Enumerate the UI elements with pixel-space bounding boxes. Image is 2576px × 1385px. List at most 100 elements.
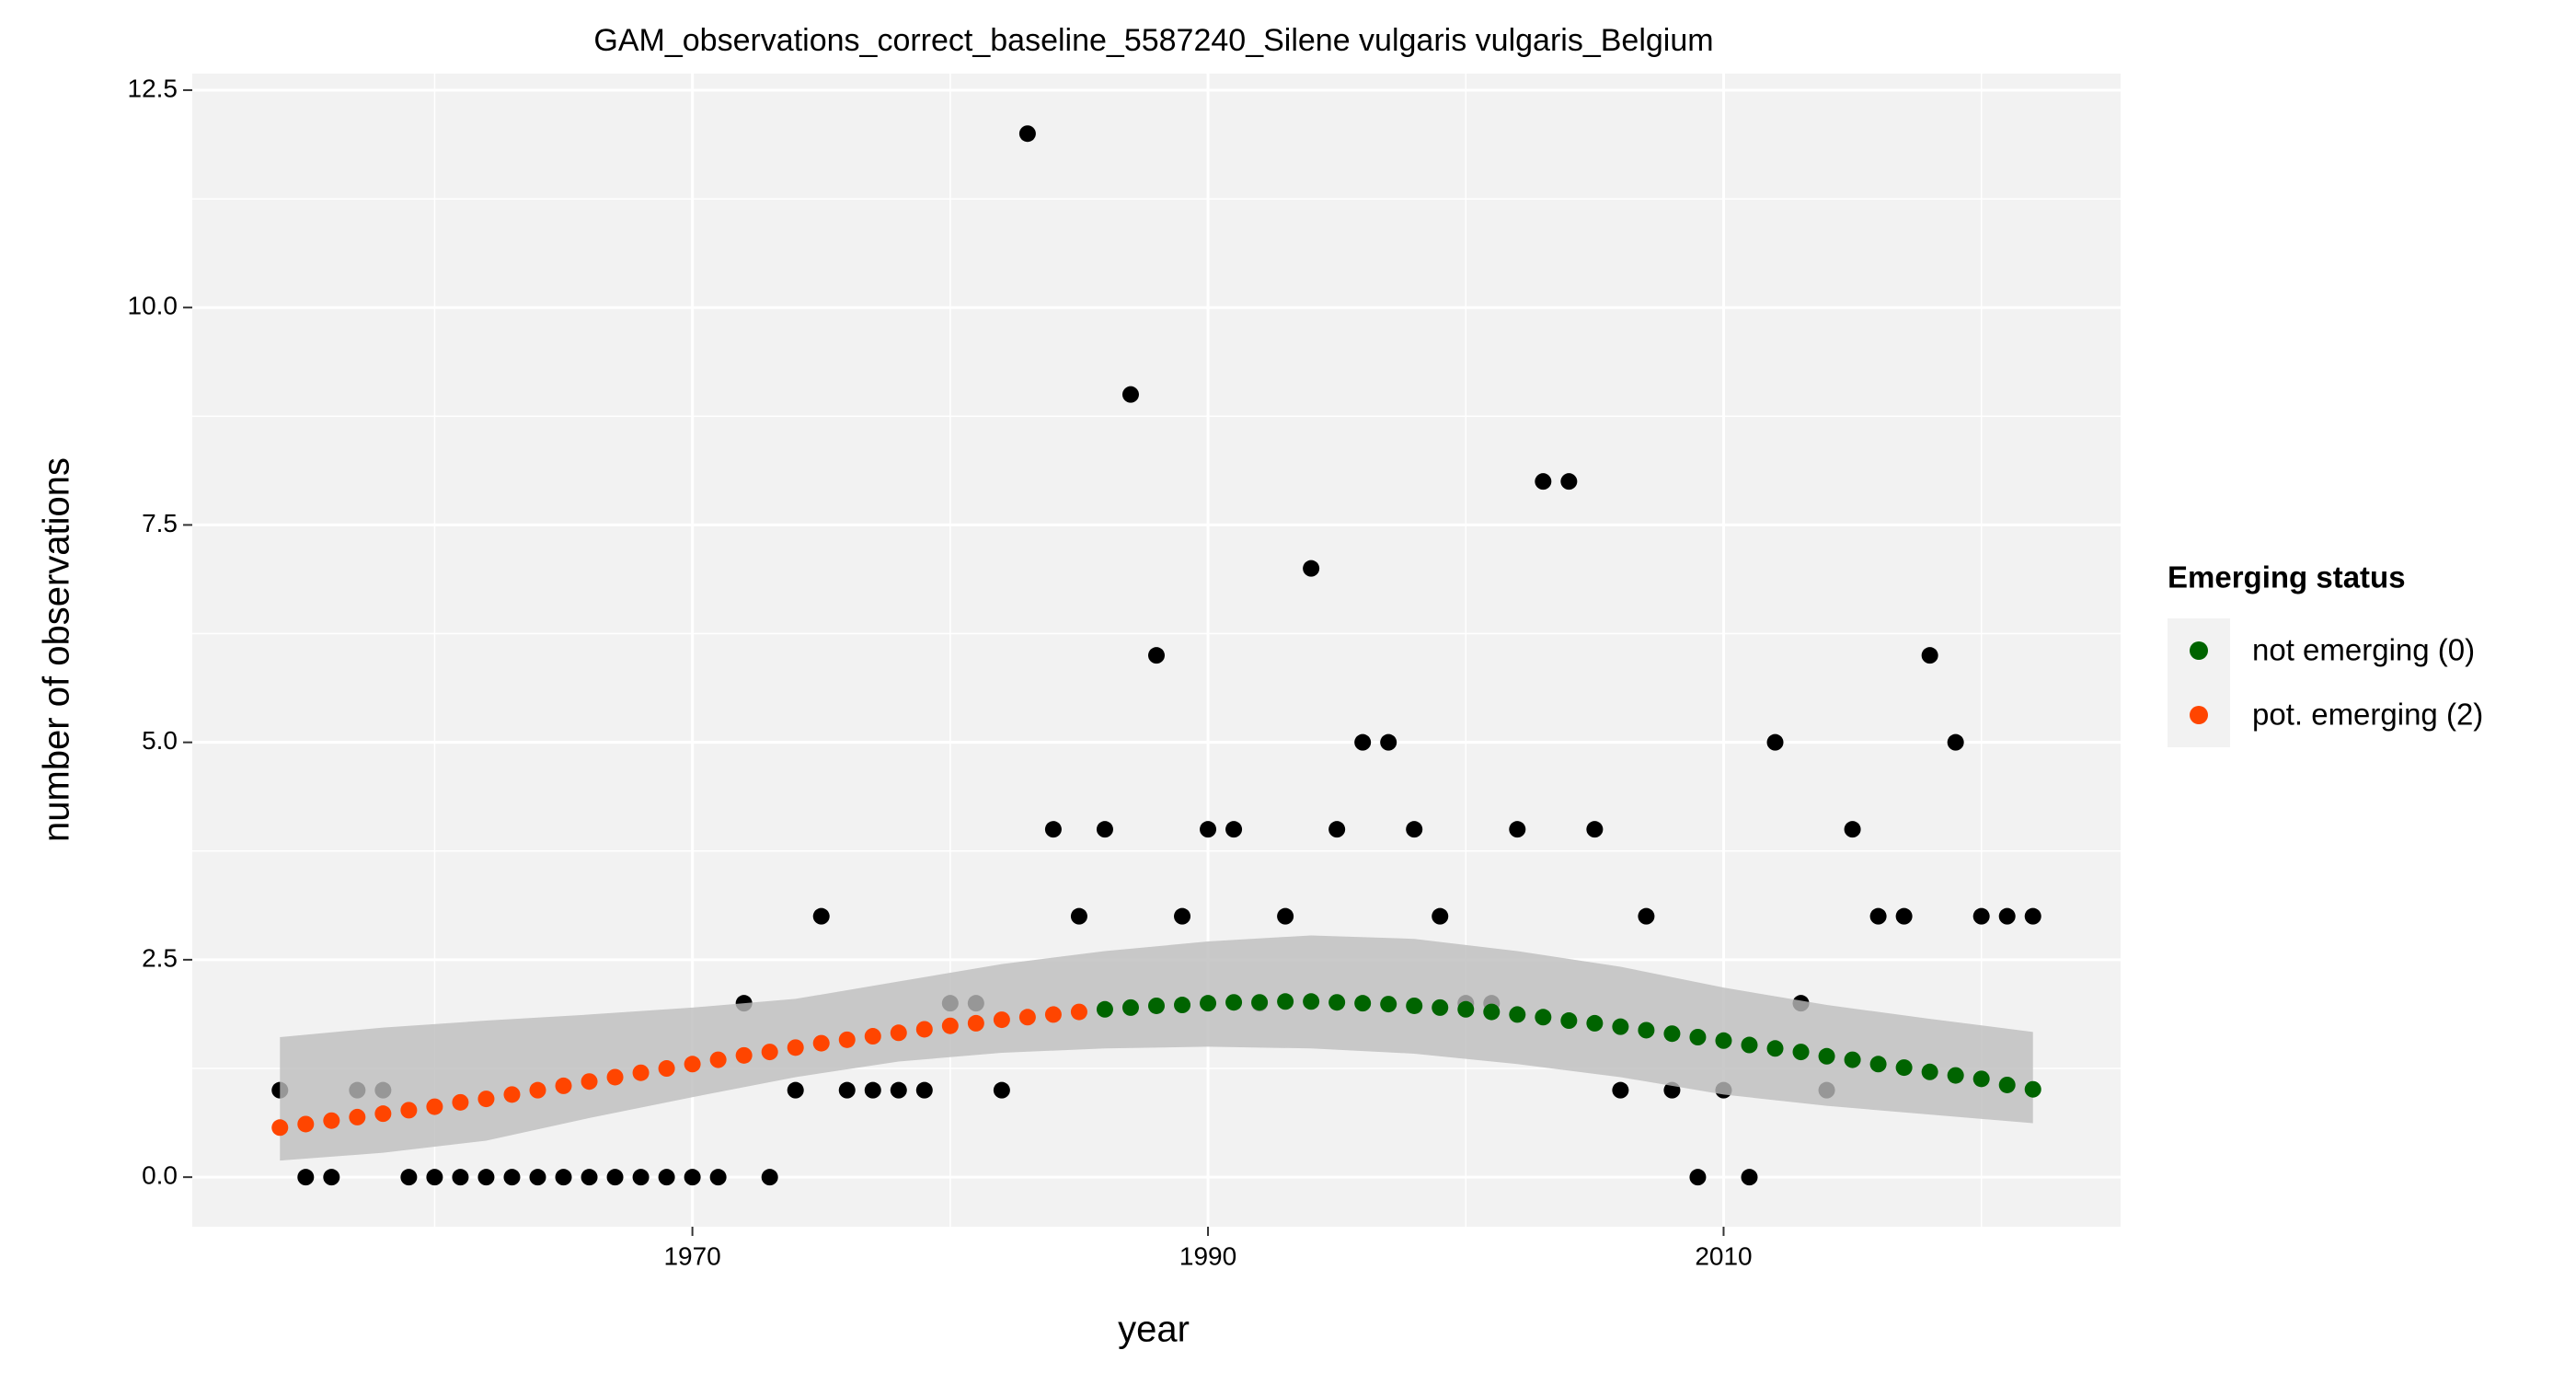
observation-point — [787, 1081, 804, 1099]
fitted-point — [1148, 997, 1165, 1014]
observation-point — [1972, 907, 1990, 925]
fitted-point — [1457, 1000, 1475, 1018]
observation-point — [1174, 907, 1191, 925]
fitted-point — [761, 1044, 778, 1061]
observation-point — [1354, 733, 1372, 751]
observation-point — [1509, 821, 1526, 838]
fitted-point — [941, 1017, 959, 1034]
fitted-point — [1483, 1003, 1501, 1021]
observation-point — [1560, 473, 1578, 491]
fitted-point — [993, 1011, 1010, 1029]
y-tick-label: 2.5 — [142, 943, 178, 972]
fitted-point — [323, 1112, 340, 1129]
y-tick-label: 7.5 — [142, 509, 178, 537]
observation-point — [1277, 907, 1294, 925]
fitted-point — [1070, 1003, 1087, 1021]
observation-point — [1921, 647, 1938, 664]
observation-point — [1741, 1169, 1758, 1186]
observation-point — [915, 1081, 933, 1099]
fitted-point — [1509, 1006, 1526, 1023]
fitted-point — [1844, 1051, 1861, 1068]
observation-point — [1586, 821, 1604, 838]
fitted-point — [1586, 1014, 1604, 1032]
fitted-point — [890, 1024, 907, 1042]
fitted-point — [1535, 1009, 1552, 1026]
observation-point — [426, 1169, 443, 1186]
fitted-point — [581, 1073, 598, 1091]
x-tick-label: 1990 — [1179, 1241, 1236, 1270]
fitted-point — [1689, 1029, 1707, 1046]
observation-point — [1689, 1169, 1707, 1186]
fitted-point — [812, 1034, 830, 1052]
x-axis-title: year — [1118, 1310, 1190, 1350]
fitted-point — [915, 1021, 933, 1038]
observation-point — [400, 1169, 418, 1186]
legend-label: not emerging (0) — [2252, 633, 2475, 667]
fitted-point — [400, 1102, 418, 1119]
y-axis-title: number of observations — [37, 457, 77, 842]
fitted-point — [1380, 996, 1397, 1013]
fitted-point — [1663, 1025, 1681, 1043]
fitted-point — [1612, 1018, 1629, 1035]
observation-point — [1018, 125, 1036, 143]
observation-point — [1535, 473, 1552, 491]
fitted-point — [503, 1086, 521, 1103]
fitted-point — [297, 1115, 315, 1133]
observation-point — [1225, 821, 1243, 838]
fitted-point — [1998, 1076, 2016, 1093]
observation-point — [1200, 821, 1217, 838]
observation-point — [1328, 821, 1346, 838]
y-tick-label: 12.5 — [128, 74, 178, 102]
fitted-point — [684, 1056, 701, 1073]
x-tick-label: 2010 — [1695, 1241, 1752, 1270]
fitted-point — [1715, 1032, 1732, 1049]
fitted-point — [967, 1014, 984, 1032]
observation-point — [1096, 821, 1113, 838]
fitted-point — [1251, 994, 1269, 1011]
fitted-point — [735, 1046, 753, 1064]
fitted-point — [1818, 1047, 1835, 1065]
fitted-point — [1044, 1006, 1062, 1023]
observation-point — [658, 1169, 675, 1186]
fitted-point — [709, 1051, 727, 1068]
observation-point — [864, 1081, 881, 1099]
fitted-point — [426, 1098, 443, 1115]
observation-point — [477, 1169, 495, 1186]
legend-marker — [2190, 706, 2208, 724]
observation-point — [1844, 821, 1861, 838]
legend-label: pot. emerging (2) — [2252, 698, 2483, 732]
legend-marker — [2190, 641, 2208, 660]
observation-point — [1998, 907, 2016, 925]
x-tick-label: 1970 — [663, 1241, 720, 1270]
fitted-point — [1096, 1000, 1113, 1018]
fitted-point — [529, 1081, 546, 1099]
observation-point — [812, 907, 830, 925]
observation-point — [503, 1169, 521, 1186]
fitted-point — [1354, 995, 1372, 1012]
chart-title: GAM_observations_correct_baseline_558724… — [593, 23, 1713, 58]
observation-point — [1612, 1081, 1629, 1099]
fitted-point — [606, 1068, 624, 1086]
observation-point — [581, 1169, 598, 1186]
confidence-band — [280, 935, 2033, 1161]
fitted-point — [1303, 993, 1320, 1010]
observation-point — [1148, 647, 1165, 664]
fitted-point — [555, 1077, 572, 1094]
fitted-point — [1277, 993, 1294, 1010]
observation-point — [1895, 907, 1913, 925]
fitted-point — [1200, 995, 1217, 1012]
observation-point — [452, 1169, 469, 1186]
fitted-point — [477, 1091, 495, 1108]
fitted-point — [838, 1031, 856, 1048]
fitted-point — [349, 1108, 366, 1125]
observation-point — [1121, 386, 1139, 403]
fitted-point — [1225, 994, 1243, 1011]
observation-point — [529, 1169, 546, 1186]
fitted-point — [1869, 1056, 1887, 1073]
observation-point — [606, 1169, 624, 1186]
observation-point — [1070, 907, 1087, 925]
fitted-point — [1018, 1009, 1036, 1026]
fitted-point — [1406, 997, 1423, 1014]
observation-point — [632, 1169, 650, 1186]
